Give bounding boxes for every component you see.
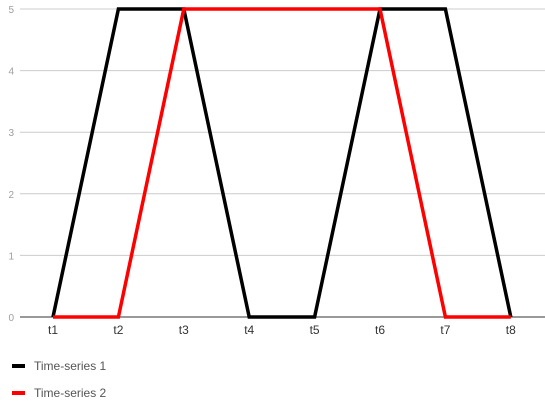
legend-item-series-2[interactable]: Time-series 2 xyxy=(12,385,106,401)
x-tick-label-t4: t4 xyxy=(244,323,254,337)
y-tick-label-5: 5 xyxy=(8,5,14,16)
series-line-1 xyxy=(51,7,513,319)
x-tick-label-t6: t6 xyxy=(375,323,385,337)
legend: Time-series 1 Time-series 2 xyxy=(12,358,106,412)
series-lines xyxy=(51,7,513,319)
legend-label-series-1: Time-series 1 xyxy=(34,359,107,373)
y-tick-label-0: 0 xyxy=(8,313,14,324)
x-tick-label-t1: t1 xyxy=(48,323,58,337)
x-tick-label-t2: t2 xyxy=(113,323,123,337)
legend-label-series-2: Time-series 2 xyxy=(34,386,107,400)
legend-item-series-1[interactable]: Time-series 1 xyxy=(12,358,106,374)
x-tick-label-t5: t5 xyxy=(310,323,320,337)
gridlines xyxy=(20,8,545,256)
legend-swatch-series-2 xyxy=(12,391,25,395)
y-tick-label-1: 1 xyxy=(8,251,14,262)
legend-swatch-series-1 xyxy=(12,364,25,368)
y-tick-label-2: 2 xyxy=(8,190,14,201)
x-tick-label-t8: t8 xyxy=(506,323,516,337)
y-tick-label-4: 4 xyxy=(8,67,14,78)
line-chart: 0 1 2 3 4 5 t1 t2 t3 t4 t5 t6 t7 t8 xyxy=(8,5,545,337)
series-line-2 xyxy=(53,7,511,319)
y-axis-ticks: 0 1 2 3 4 5 xyxy=(8,5,14,324)
x-tick-label-t7: t7 xyxy=(440,323,450,337)
y-tick-label-3: 3 xyxy=(8,128,14,139)
x-tick-label-t3: t3 xyxy=(179,323,189,337)
x-axis-ticks: t1 t2 t3 t4 t5 t6 t7 t8 xyxy=(48,323,516,337)
